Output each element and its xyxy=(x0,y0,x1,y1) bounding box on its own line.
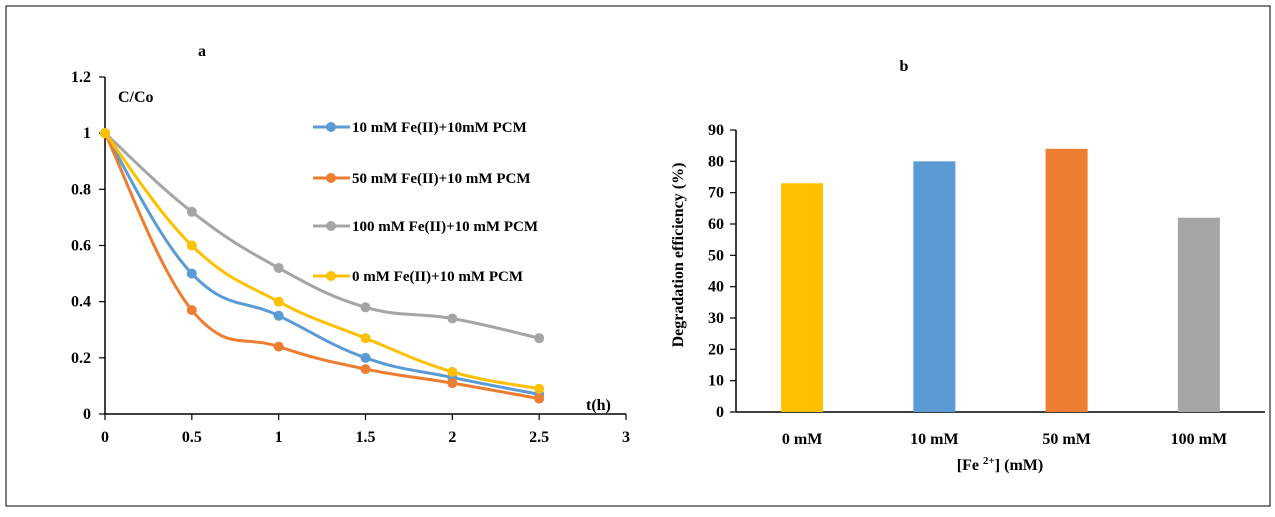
line-chart-x-ticks: 0 0.5 1 1.5 2 2.5 3 xyxy=(101,414,630,446)
line-chart-y-tick-label: 1 xyxy=(83,125,91,142)
legend-marker xyxy=(326,271,336,281)
line-chart-x-tick-label: 1 xyxy=(275,429,283,446)
line-data-point xyxy=(534,383,545,394)
line-chart-x-label: t(h) xyxy=(586,397,611,414)
line-data-point xyxy=(447,366,458,377)
line-series xyxy=(103,132,540,340)
legend-marker xyxy=(326,173,336,183)
line-data-point xyxy=(273,296,284,307)
bar xyxy=(781,183,824,412)
line-data-point xyxy=(360,302,371,313)
line-chart-panel: a 0 0.2 0.4 0.6 0.8 1 1.2 0 0.5 1 1.5 2 2.5 3 C/Co t… xyxy=(71,43,630,446)
bar-chart-x-label: [Fe 2+] (mM) xyxy=(957,455,1043,474)
line-chart-x-tick-label: 0 xyxy=(101,429,109,446)
line-series xyxy=(103,132,540,391)
bar-chart-y-ticks: 0 10 20 30 40 50 60 70 80 90 xyxy=(708,122,736,421)
line-chart-y-ticks: 0 0.2 0.4 0.6 0.8 1 1.2 xyxy=(71,69,105,423)
line-chart-y-tick-label: 0.2 xyxy=(71,350,91,367)
line-data-point xyxy=(273,262,284,273)
bar-chart-y-tick-label: 20 xyxy=(708,341,724,358)
bar-chart-y-tick-label: 10 xyxy=(708,373,724,390)
bar-chart-category-label: 0 mM xyxy=(782,431,822,448)
bar xyxy=(913,161,956,412)
bar-chart-y-tick-label: 30 xyxy=(708,310,724,327)
bar-chart-x-ticks: 0 mM 10 mM 50 mM 100 mM xyxy=(782,431,1227,448)
legend-label: 10 mM Fe(II)+10mM PCM xyxy=(352,120,527,136)
line-data-point xyxy=(534,333,545,344)
bar-chart-y-tick-label: 80 xyxy=(708,153,724,170)
bar xyxy=(1045,148,1088,413)
bar-chart-y-tick-label: 90 xyxy=(708,122,724,139)
line-data-point xyxy=(534,393,545,404)
line-chart-y-tick-label: 0.8 xyxy=(71,181,91,198)
line-data-point xyxy=(360,352,371,363)
bar-chart-y-tick-label: 70 xyxy=(708,185,724,202)
line-chart-x-tick-label: 2.5 xyxy=(529,429,549,446)
legend-label: 0 mM Fe(II)+10 mM PCM xyxy=(352,269,523,285)
line-data-point xyxy=(186,206,197,217)
legend-label: 50 mM Fe(II)+10 mM PCM xyxy=(352,171,531,187)
bar-chart-y-tick-label: 50 xyxy=(708,247,724,264)
bar-chart-y-tick-label: 60 xyxy=(708,216,724,233)
bar-chart-panel: b 0 10 20 30 40 50 60 70 80 90 0 mM 10 mM 50 mM 100 … xyxy=(670,58,1265,474)
line-data-point xyxy=(360,364,371,375)
bar-chart-category-label: 10 mM xyxy=(910,431,958,448)
line-data-point xyxy=(186,240,197,251)
line-chart-x-tick-label: 1.5 xyxy=(356,429,376,446)
bar xyxy=(1177,217,1220,412)
bar-chart-y-label: Degradation efficiency (%) xyxy=(670,163,687,348)
bar-chart-x-label-main: [Fe xyxy=(957,457,983,474)
legend-marker xyxy=(326,221,336,231)
line-data-point xyxy=(186,305,197,316)
bar-chart-y-tick-label: 0 xyxy=(716,404,724,421)
bar-chart-title: b xyxy=(900,58,909,75)
line-data-point xyxy=(186,268,197,279)
line-chart-y-tick-label: 0.4 xyxy=(71,294,91,311)
legend-marker xyxy=(326,122,336,132)
line-chart-x-tick-label: 2 xyxy=(448,429,456,446)
line-chart-y-tick-label: 0.6 xyxy=(71,238,91,255)
legend-label: 100 mM Fe(II)+10 mM PCM xyxy=(352,219,538,235)
line-chart-y-tick-label: 1.2 xyxy=(71,69,91,86)
bar-chart-category-label: 50 mM xyxy=(1042,431,1090,448)
line-data-point xyxy=(447,378,458,389)
line-chart-x-tick-label: 3 xyxy=(622,429,630,446)
line-data-point xyxy=(360,333,371,344)
line-data-point xyxy=(447,313,458,324)
bar-chart-y-tick-label: 40 xyxy=(708,279,724,296)
line-chart-x-tick-label: 0.5 xyxy=(182,429,202,446)
line-data-point xyxy=(273,310,284,321)
line-data-point xyxy=(100,128,110,139)
line-chart-y-tick-label: 0 xyxy=(83,406,91,423)
line-chart-title: a xyxy=(198,43,206,60)
line-data-point xyxy=(273,341,284,352)
bar-chart-bars xyxy=(781,148,1220,413)
bar-chart-x-label-sup: 2+ xyxy=(983,455,995,467)
line-chart-series xyxy=(100,128,545,404)
bar-chart-x-label-tail: ] (mM) xyxy=(995,457,1043,474)
line-chart-legend: 10 mM Fe(II)+10mM PCM 50 mM Fe(II)+10 mM … xyxy=(313,120,538,285)
line-chart-y-label: C/Co xyxy=(118,89,154,106)
bar-chart-category-label: 100 mM xyxy=(1171,431,1227,448)
